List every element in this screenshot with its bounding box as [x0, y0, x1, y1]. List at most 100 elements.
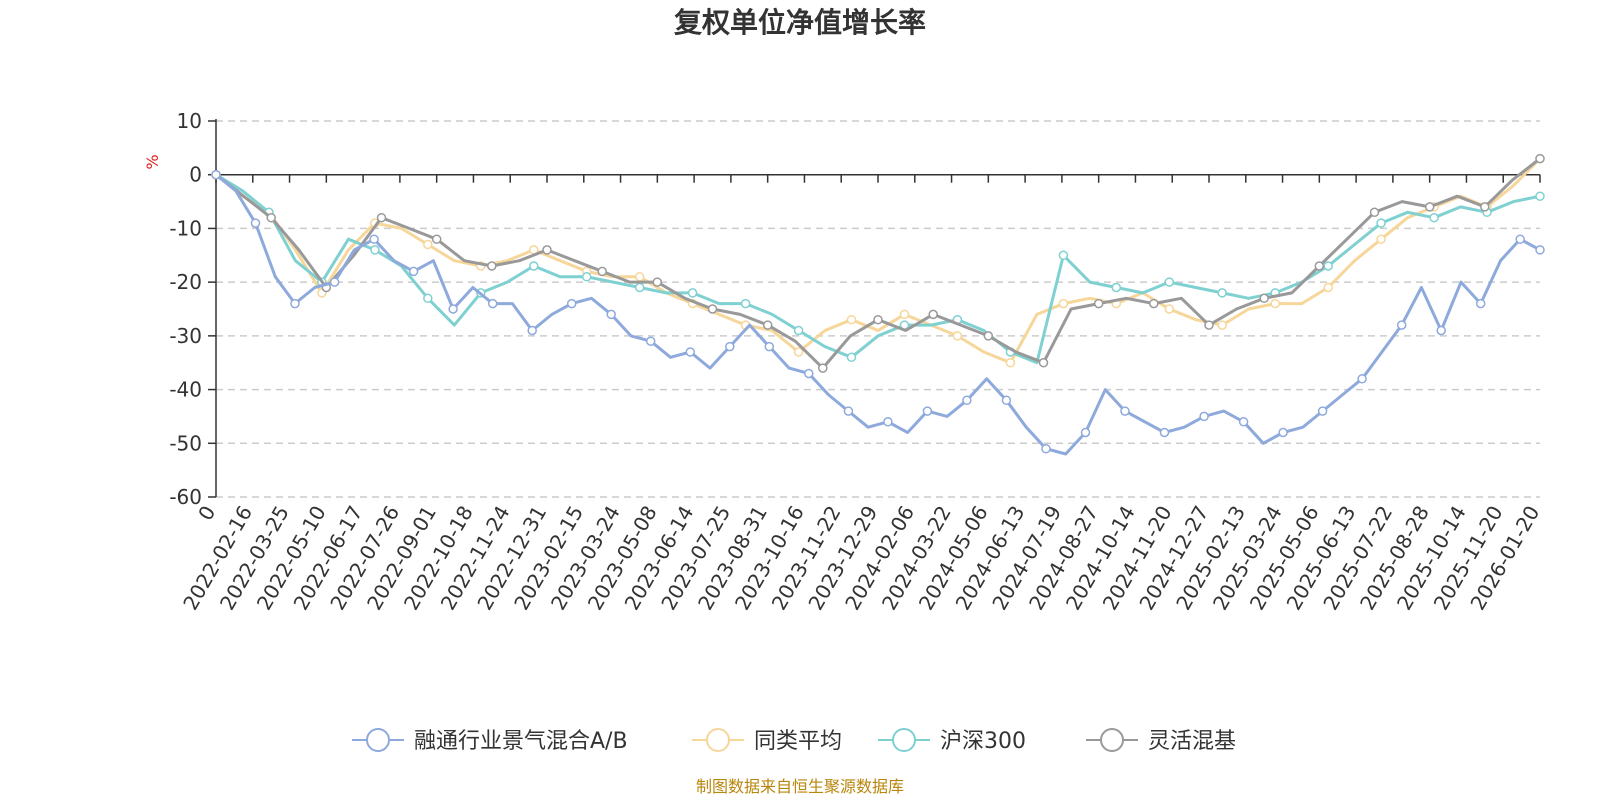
data-point: [1120, 406, 1130, 416]
data-point: [250, 218, 261, 228]
legend-label: 融通行业景气混合A/B: [414, 729, 628, 754]
axis-layer: 100-10-20-30-40-50-6002022-02-162022-03-…: [169, 109, 1544, 614]
data-point: [1396, 320, 1407, 330]
data-point: [1149, 298, 1159, 309]
data-point: [1424, 202, 1435, 212]
data-point: [1369, 207, 1380, 218]
data-point: [846, 352, 857, 363]
data-point: [883, 417, 893, 427]
data-point: [370, 245, 380, 255]
data-point: [487, 298, 498, 309]
data-point: [211, 169, 221, 180]
data-point: [793, 347, 804, 357]
data-point: [423, 293, 433, 304]
y-tick-label: -40: [169, 378, 202, 402]
data-point: [1005, 357, 1016, 368]
legend-item[interactable]: 沪深300: [878, 728, 1026, 754]
legend-label: 同类平均: [754, 729, 842, 754]
legend-marker: [892, 728, 916, 752]
series-line: [215, 173, 1541, 456]
data-point: [1270, 298, 1280, 309]
data-point: [1259, 293, 1269, 304]
y-tick-label: 0: [189, 163, 202, 187]
data-point: [1323, 282, 1333, 293]
y-tick-label: -60: [169, 485, 202, 509]
data-point: [566, 298, 577, 309]
data-point: [266, 212, 276, 223]
data-point: [1238, 417, 1249, 427]
data-point: [1376, 234, 1386, 244]
legend-item[interactable]: 同类平均: [692, 728, 842, 754]
data-point: [1535, 245, 1545, 255]
data-point: [1357, 374, 1367, 384]
legend-item[interactable]: 灵活混基: [1086, 728, 1236, 754]
data-point: [1199, 411, 1209, 422]
x-tick-label: 0: [193, 502, 220, 525]
series-line: [215, 157, 1542, 365]
data-point: [423, 239, 433, 250]
data-point: [1429, 212, 1439, 223]
data-point: [542, 245, 552, 255]
data-point: [843, 406, 854, 416]
data-point: [1093, 298, 1104, 309]
y-tick-label: -10: [169, 216, 202, 240]
data-point: [634, 282, 645, 293]
data-point: [846, 314, 857, 325]
source-text: 制图数据来自恒生聚源数据库: [696, 777, 904, 796]
data-point: [645, 336, 656, 346]
data-point: [376, 212, 387, 223]
data-point: [1164, 304, 1175, 314]
data-point: [369, 234, 379, 244]
data-point: [1080, 427, 1091, 438]
y-tick-label: -20: [169, 270, 202, 294]
data-point: [1111, 282, 1122, 293]
data-point: [725, 341, 735, 352]
data-point: [1217, 320, 1227, 330]
data-point: [1314, 261, 1325, 271]
y-tick-label: -50: [169, 431, 202, 455]
data-point: [1278, 427, 1288, 438]
data-point: [1535, 191, 1545, 201]
y-tick-label: -30: [169, 324, 202, 348]
series-layer: [211, 153, 1545, 456]
data-point: [606, 309, 616, 320]
data-point: [1058, 298, 1069, 309]
legend-label: 沪深300: [940, 729, 1026, 754]
data-point: [527, 325, 537, 336]
data-point: [290, 298, 300, 309]
data-point: [1058, 250, 1069, 261]
chart-title: 复权单位净值增长率: [674, 6, 926, 39]
data-point: [922, 406, 933, 416]
legend-item[interactable]: 融通行业景气混合A/B: [352, 728, 628, 754]
data-point: [928, 309, 938, 320]
data-point: [581, 272, 592, 282]
data-point: [1436, 325, 1446, 336]
data-point: [873, 314, 883, 325]
data-point: [634, 272, 645, 282]
data-point: [1515, 234, 1525, 244]
data-point: [1475, 298, 1486, 309]
data-point: [687, 288, 698, 298]
data-point: [793, 325, 804, 336]
data-point: [685, 347, 696, 357]
data-point: [1217, 288, 1227, 298]
y-unit-label: %: [143, 154, 162, 169]
data-point: [1038, 357, 1049, 368]
legend: 融通行业景气混合A/B 同类平均 沪深300 灵活混基: [352, 728, 1236, 754]
data-point: [408, 266, 419, 277]
data-point: [652, 277, 663, 287]
data-point: [899, 309, 910, 320]
legend-marker: [706, 728, 730, 752]
data-point: [529, 261, 539, 271]
legend-marker: [366, 728, 390, 752]
data-point: [1204, 320, 1214, 330]
legend-marker: [1100, 728, 1124, 752]
data-point: [597, 266, 607, 277]
data-point: [1041, 443, 1051, 454]
legend-label: 灵活混基: [1148, 729, 1236, 754]
data-point: [962, 395, 972, 406]
data-point: [1159, 427, 1170, 438]
data-point: [707, 304, 718, 314]
data-point: [818, 363, 828, 373]
